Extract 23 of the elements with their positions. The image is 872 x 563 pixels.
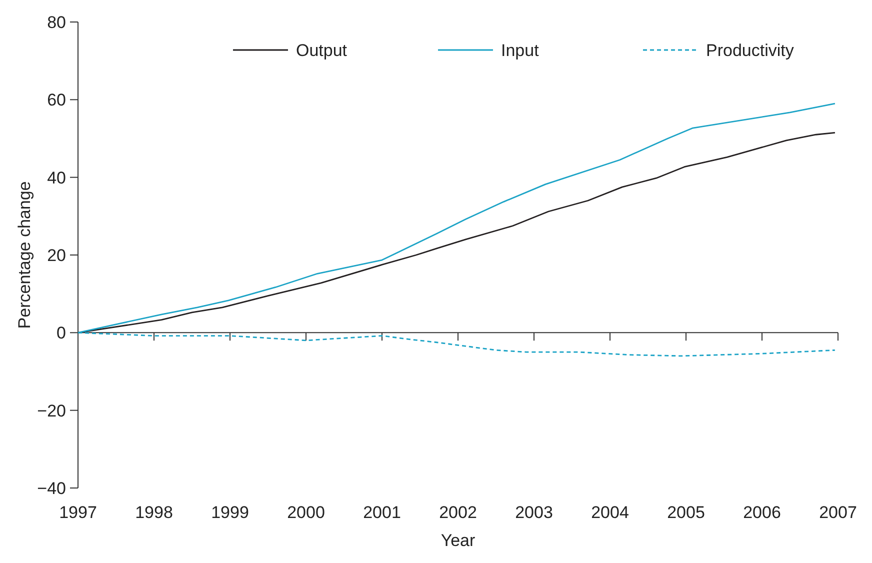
y-tick-label: 20 (47, 246, 66, 265)
x-tick-label: 2000 (287, 503, 325, 522)
x-tick-label: 1997 (59, 503, 97, 522)
x-tick-label: 2002 (439, 503, 477, 522)
x-axis-title: Year (440, 531, 476, 550)
legend-label: Productivity (706, 40, 794, 60)
y-axis-title: Percentage change (15, 181, 34, 329)
y-tick-label: −20 (37, 401, 66, 420)
x-tick-label: 1998 (135, 503, 173, 522)
y-tick-label: 0 (56, 324, 66, 343)
legend-label: Output (296, 40, 348, 60)
y-tick-label: 60 (47, 90, 66, 110)
y-tick-label: 40 (47, 168, 66, 188)
x-tick-label: 2005 (667, 503, 705, 522)
y-tick-label: −40 (37, 478, 66, 498)
x-tick-label: 2006 (743, 503, 781, 522)
x-tick-label: 2003 (515, 503, 553, 522)
x-tick-label: 1999 (211, 503, 249, 522)
x-tick-label: 2007 (819, 503, 857, 522)
x-tick-label: 2001 (363, 503, 401, 522)
x-tick-label: 2004 (591, 503, 629, 522)
y-tick-label: 80 (47, 12, 66, 32)
legend-label: Input (501, 40, 540, 60)
